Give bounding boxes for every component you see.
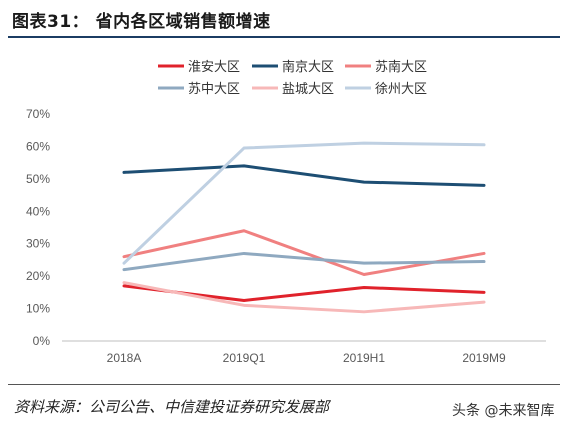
series-line [122, 251, 486, 272]
y-tick-label: 70% [26, 107, 50, 121]
y-tick-label: 60% [26, 139, 50, 153]
x-tick-label: 2019Q1 [223, 351, 266, 365]
series-line [122, 281, 486, 314]
y-tick-label: 0% [33, 334, 51, 348]
series-line [122, 164, 486, 187]
y-tick-label: 20% [26, 269, 50, 283]
y-tick-label: 40% [26, 204, 50, 218]
x-tick-label: 2019M9 [462, 351, 506, 365]
legend-label: 盐城大区 [282, 82, 334, 97]
series-lines [122, 141, 486, 314]
x-tick-label: 2019H1 [343, 351, 385, 365]
y-tick-label: 50% [26, 172, 50, 186]
y-axis: 0% 10% 20% 30% 40% 50% 60% 70% [26, 107, 50, 348]
series-line [122, 141, 486, 265]
y-tick-label: 10% [26, 302, 50, 316]
legend-label: 淮安大区 [188, 60, 240, 75]
y-tick-label: 30% [26, 237, 50, 251]
x-axis: 2018A 2019Q1 2019H1 2019M9 [62, 340, 546, 365]
source-note: 资料来源：公司公告、中信建投证券研究发展部 [14, 398, 330, 416]
page-title: 图表31： 省内各区域销售额增速 [12, 12, 271, 32]
watermark: 头条 @未来智库 [452, 403, 555, 419]
legend-label: 苏南大区 [375, 59, 427, 75]
title-divider [8, 36, 560, 38]
legend-label: 徐州大区 [375, 82, 427, 97]
x-tick-label: 2018A [107, 351, 142, 365]
legend-label: 苏中大区 [188, 81, 240, 97]
legend-label: 南京大区 [282, 59, 334, 75]
footer-divider [8, 384, 560, 385]
title-bar: 图表31： 省内各区域销售额增速 [0, 0, 566, 38]
series-line [122, 229, 486, 277]
